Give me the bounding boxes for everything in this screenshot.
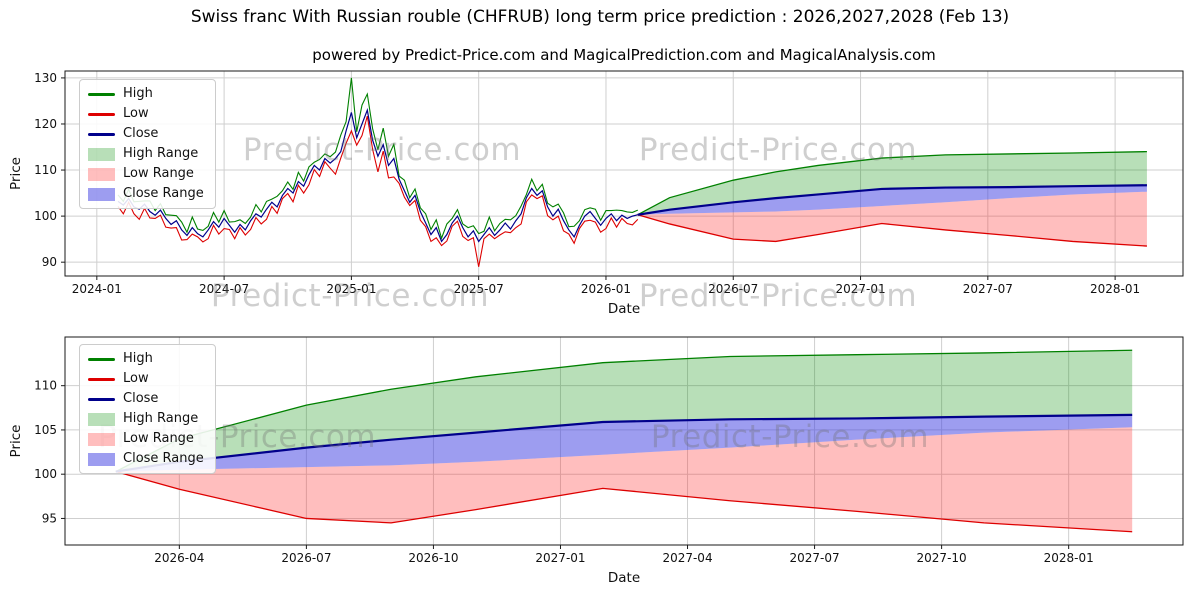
y-tick-label: 130 [34, 71, 57, 85]
y-tick-label: 100 [34, 467, 57, 481]
y-tick-label: 120 [34, 117, 57, 131]
legend-label: High Range [123, 411, 199, 426]
history-high-line [117, 77, 639, 240]
legend-label: Close Range [123, 186, 204, 201]
x-tick-label: 2026-07 [281, 551, 331, 565]
legend-item-close-range: Close Range [88, 185, 204, 203]
low-range-area [637, 191, 1147, 247]
legend-item-low: Low [88, 105, 204, 123]
plot-frame [64, 70, 1184, 277]
y-tick-label: 110 [34, 379, 57, 393]
y-tick-label: 110 [34, 163, 57, 177]
close-range-area [115, 414, 1133, 472]
plot-frame [64, 336, 1184, 546]
legend-item-close-range: Close Range [88, 450, 204, 468]
legend-label: Close [123, 126, 159, 141]
y-tick-label: 90 [42, 255, 57, 269]
x-axis-label: Date [608, 301, 640, 317]
legend-label: Low Range [123, 431, 194, 446]
x-axis-label: Date [608, 570, 640, 586]
legend-item-high: High [88, 85, 204, 103]
legend-swatch-line [88, 132, 115, 136]
x-tick-label: 2027-07 [789, 551, 839, 565]
y-tick-label: 105 [34, 423, 57, 437]
x-tick-label: 2027-01 [835, 282, 885, 296]
legend-swatch-patch [88, 187, 115, 201]
legend-item-close: Close [88, 390, 204, 408]
legend-swatch-line [88, 112, 115, 116]
legend-label: Low Range [123, 166, 194, 181]
legend-item-low-range: Low Range [88, 430, 204, 448]
legend-label: Close [123, 391, 159, 406]
history-low-line [117, 116, 639, 267]
forecast-close-line [637, 184, 1147, 216]
legend-item-low: Low [88, 370, 204, 388]
y-axis-label: Price [8, 425, 24, 458]
legend-swatch-patch [88, 147, 115, 161]
legend-swatch-line [88, 377, 115, 381]
legend-item-close: Close [88, 125, 204, 143]
history-close-line [117, 107, 638, 243]
legend-label: Low [123, 106, 149, 121]
y-tick-label: 100 [34, 209, 57, 223]
legend-label: High [123, 351, 153, 366]
x-tick-label: 2027-07 [963, 282, 1013, 296]
figure-title: Swiss franc With Russian rouble (CHFRUB)… [190, 7, 1010, 27]
x-tick-label: 2027-01 [535, 551, 585, 565]
y-tick-label: 95 [42, 511, 57, 525]
x-tick-label: 2026-07 [708, 282, 758, 296]
legend-swatch-patch [88, 432, 115, 446]
legend-top-chart: High Low Close High Range Low Range Close Ran… [79, 79, 216, 209]
legend-swatch-line [88, 92, 115, 96]
x-tick-label: 2028-01 [1044, 551, 1094, 565]
legend-item-high-range: High Range [88, 410, 204, 428]
legend-item-high-range: High Range [88, 145, 204, 163]
legend-item-high: High [88, 350, 204, 368]
x-tick-label: 2028-01 [1090, 282, 1140, 296]
forecast-low-line [637, 214, 1147, 247]
x-tick-label: 2026-01 [581, 282, 631, 296]
legend-swatch-line [88, 357, 115, 361]
legend-swatch-patch [88, 452, 115, 466]
low-range-area [115, 427, 1133, 532]
legend-item-low-range: Low Range [88, 165, 204, 183]
forecast-high-line [637, 150, 1147, 216]
x-tick-label: 2025-01 [326, 282, 376, 296]
x-tick-label: 2026-10 [408, 551, 458, 565]
close-range-area [637, 185, 1147, 215]
legend-swatch-line [88, 397, 115, 401]
forecast-close-line [115, 413, 1133, 473]
x-tick-label: 2027-04 [662, 551, 712, 565]
legend-swatch-patch [88, 412, 115, 426]
legend-bottom-chart: High Low Close High Range Low Range Close Ran… [79, 344, 216, 474]
chart-subtitle: powered by Predict-Price.com and Magical… [312, 46, 936, 64]
x-tick-label: 2026-04 [154, 551, 204, 565]
legend-label: High [123, 86, 153, 101]
legend-swatch-patch [88, 167, 115, 181]
y-axis-label: Price [8, 157, 24, 190]
legend-label: High Range [123, 146, 199, 161]
x-tick-label: 2024-07 [199, 282, 249, 296]
x-tick-label: 2025-07 [454, 282, 504, 296]
forecast-low-line [115, 470, 1133, 533]
legend-label: Close Range [123, 451, 204, 466]
forecast-high-line [115, 349, 1133, 473]
x-tick-label: 2027-10 [917, 551, 967, 565]
x-tick-label: 2024-01 [72, 282, 122, 296]
legend-label: Low [123, 371, 149, 386]
